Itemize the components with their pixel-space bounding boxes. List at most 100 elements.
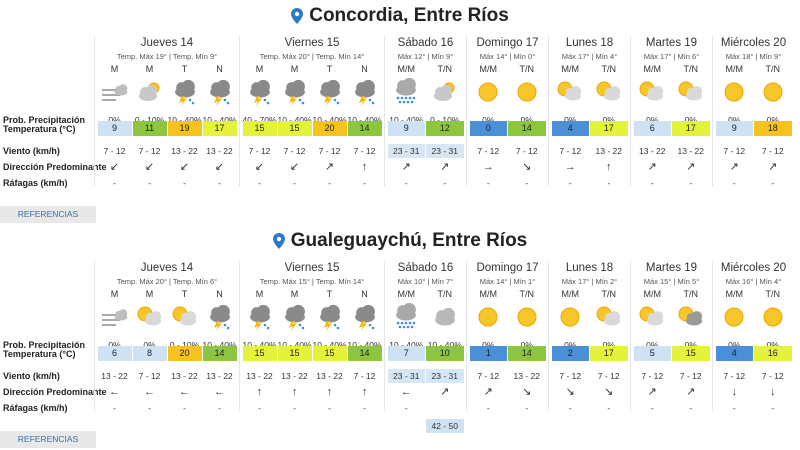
period-label: M/M [643, 64, 662, 74]
icon-part [439, 85, 452, 97]
gusts: - [258, 178, 261, 188]
precipitation: 0% [728, 340, 741, 350]
weather-icon [98, 78, 132, 106]
icon-part [402, 325, 406, 329]
icon-part [178, 96, 187, 106]
icon-part [326, 79, 340, 94]
icon-part [336, 326, 339, 330]
gusts: - [293, 178, 296, 188]
wind-direction: ← [109, 386, 120, 398]
icon-part [763, 307, 783, 327]
gusts: - [328, 178, 331, 188]
icon-part [560, 307, 580, 327]
precipitation: 0% [108, 340, 121, 350]
icon-part [216, 304, 230, 319]
icon-part [647, 311, 664, 326]
icon-part [249, 304, 270, 323]
wind: 13 - 22 [101, 371, 128, 381]
gusts: - [486, 403, 490, 413]
references-button[interactable]: REFERENCIAS [0, 206, 96, 223]
icon-part [402, 302, 417, 317]
weather-icon-graphic [596, 81, 620, 101]
references-button[interactable]: REFERENCIAS [0, 431, 96, 448]
period-label: M [145, 289, 154, 299]
icon-part [361, 79, 375, 94]
precipitation: 10 - 40% [202, 340, 237, 350]
icon-part [138, 85, 157, 101]
weather-icon [674, 303, 708, 331]
weather-icon-graphic [517, 82, 537, 102]
weather-icon [510, 303, 544, 331]
icon-part [144, 85, 157, 97]
precipitation: 0% [520, 115, 533, 125]
icon-part [326, 304, 340, 319]
weather-icon [635, 78, 669, 106]
wind: 7 - 12 [477, 371, 500, 381]
row-label: Ráfagas (km/h) [3, 178, 68, 188]
period-label: N [361, 64, 368, 74]
wind-direction: ← [400, 386, 412, 398]
icon-part [410, 100, 414, 104]
wind: 13 - 22 [316, 371, 343, 381]
temperature: 16 [754, 346, 792, 361]
weather-icon [428, 78, 462, 106]
wind-direction: ↗ [647, 386, 657, 398]
period-label: T/N [437, 64, 453, 74]
icon-part [358, 96, 367, 106]
icon-part [249, 79, 270, 98]
weather-icon [553, 303, 587, 331]
icon-part [441, 307, 455, 322]
wind-direction: ↗ [729, 161, 739, 173]
weather-icon-graphic [763, 307, 783, 327]
icon-part [396, 96, 400, 100]
period-label: T/N [765, 64, 781, 74]
weather-icon [389, 302, 423, 331]
period-label: M/M [643, 289, 662, 299]
icon-part [101, 314, 120, 326]
wind-direction: ↑ [361, 386, 368, 398]
icon-part [253, 321, 262, 331]
gusts: - [732, 178, 736, 188]
weather-icon-graphic [434, 307, 455, 326]
period-label: T/N [601, 64, 617, 74]
period-label: T [181, 64, 188, 74]
temperature: 0 [469, 121, 507, 136]
icon-part [402, 77, 417, 92]
icon-part [223, 323, 226, 327]
gusts: - [607, 178, 611, 188]
icon-part [368, 323, 374, 330]
day-separator [712, 261, 713, 411]
weather-icon-graphic [209, 304, 230, 331]
wind: 23 - 31 [426, 369, 464, 383]
temperature: 20 [312, 121, 347, 136]
wind: 23 - 31 [387, 369, 425, 383]
temperature: 15 [672, 346, 710, 361]
period-label: M/M [725, 64, 744, 74]
city-name: Gualeguaychú, Entre Ríos [290, 230, 528, 251]
day-name: Viernes 15 [284, 37, 340, 49]
day-name: Domingo 17 [476, 262, 539, 274]
city-title: Concordia, Entre Ríos [0, 4, 800, 28]
precipitation: 10 - 40% [427, 340, 462, 350]
period-label: M/M [479, 289, 498, 299]
icon-part [398, 325, 402, 329]
icon-part [298, 98, 301, 102]
weather-icon-graphic [433, 82, 455, 101]
temperature: 6 [633, 121, 671, 136]
wind: 23 - 31 [426, 144, 464, 158]
weather-icon-graphic [284, 79, 305, 106]
icon-part [400, 321, 404, 325]
icon-part [398, 100, 402, 104]
weather-icon [243, 303, 277, 331]
icon-part [323, 96, 332, 106]
icon-part [323, 321, 332, 331]
weather-icon-graphic [354, 79, 375, 106]
temperature: 14 [202, 346, 237, 361]
icon-part [368, 98, 374, 105]
day-temps: Máx 17° | Mín 4° [561, 52, 618, 61]
day-temps: Temp. Máx 20° | Temp. Mín 14° [259, 52, 365, 61]
wind-direction: ↘ [522, 161, 532, 173]
icon-part [410, 325, 414, 329]
icon-part [412, 96, 416, 100]
precipitation: 10 - 40% [389, 115, 424, 125]
